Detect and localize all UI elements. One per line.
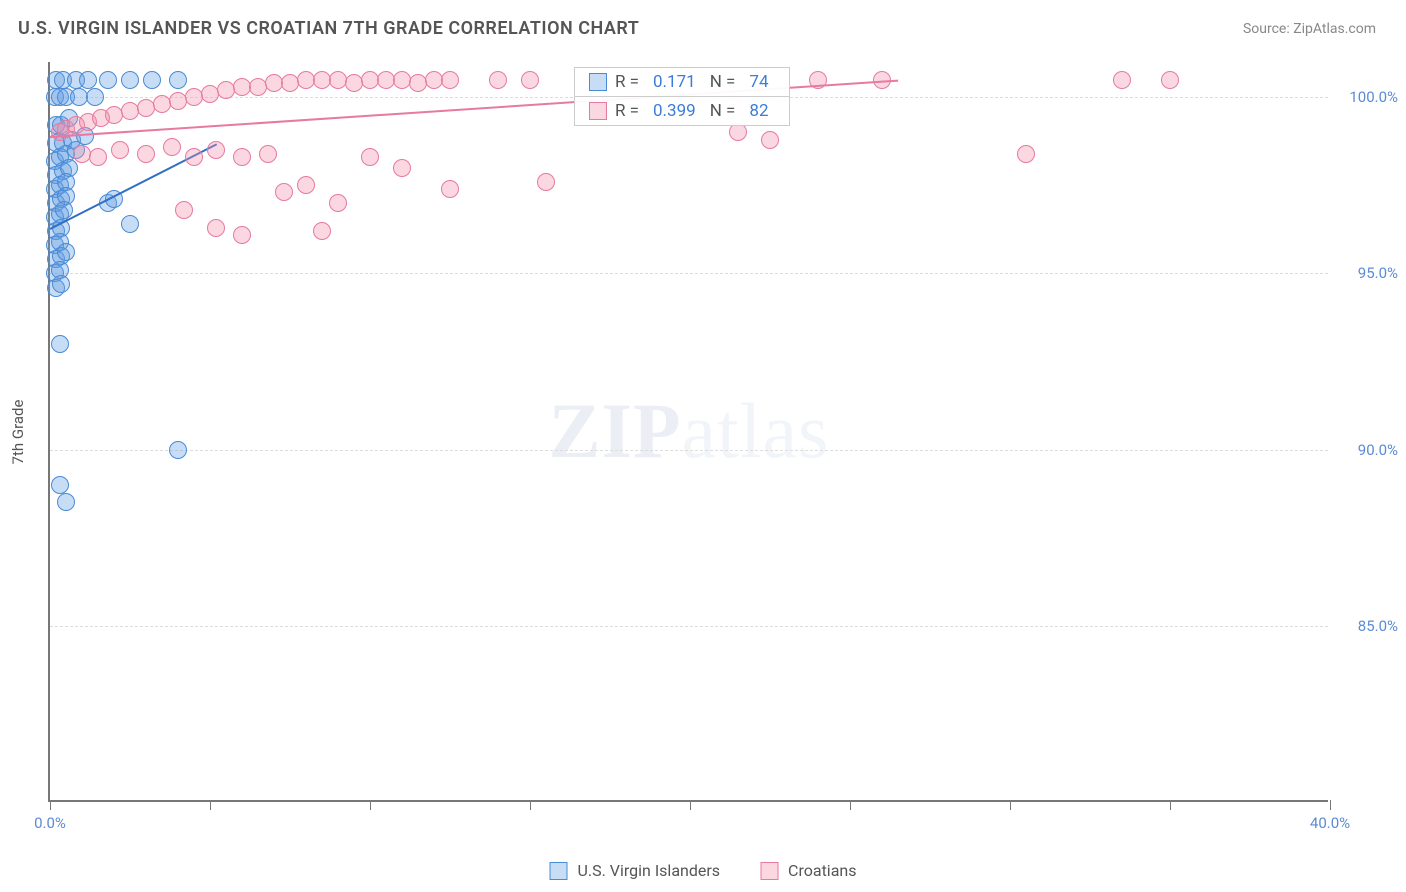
scatter-point	[521, 71, 539, 89]
legend-swatch	[589, 102, 607, 120]
stat-r-label: R =	[615, 72, 639, 92]
scatter-point	[361, 148, 379, 166]
chart-area: 7th Grade ZIPatlas 100.0%95.0%90.0%85.0%…	[48, 62, 1328, 802]
stat-n-value: 74	[749, 72, 768, 92]
stats-row: R = 0.171 N = 74	[575, 68, 789, 96]
scatter-point	[163, 138, 181, 156]
scatter-point	[52, 275, 70, 293]
scatter-point	[79, 71, 97, 89]
xtick-label: 40.0%	[1310, 814, 1350, 832]
watermark: ZIPatlas	[549, 386, 830, 476]
xtick	[530, 800, 531, 810]
scatter-point	[207, 219, 225, 237]
scatter-point	[137, 145, 155, 163]
scatter-point	[233, 226, 251, 244]
xtick	[1170, 800, 1171, 810]
scatter-point	[86, 88, 104, 106]
xtick	[370, 800, 371, 810]
scatter-point	[275, 183, 293, 201]
scatter-point	[393, 159, 411, 177]
scatter-point	[441, 71, 459, 89]
xtick	[1010, 800, 1011, 810]
legend-item: Croatians	[760, 861, 856, 880]
scatter-point	[175, 201, 193, 219]
gridline	[50, 273, 1328, 274]
scatter-point	[393, 71, 411, 89]
scatter-point	[143, 71, 161, 89]
gridline	[50, 626, 1328, 627]
stats-box: R = 0.171 N = 74 R = 0.399 N = 82	[574, 67, 790, 126]
legend-label: Croatians	[788, 861, 856, 880]
scatter-point	[761, 131, 779, 149]
scatter-point	[99, 71, 117, 89]
chart-header: U.S. VIRGIN ISLANDER VS CROATIAN 7TH GRA…	[0, 0, 1406, 49]
legend-label: U.S. Virgin Islanders	[578, 861, 721, 880]
ytick-label: 85.0%	[1338, 617, 1398, 635]
scatter-point	[537, 173, 555, 191]
scatter-point	[441, 180, 459, 198]
ytick-label: 95.0%	[1338, 264, 1398, 282]
scatter-point	[51, 476, 69, 494]
xtick	[850, 800, 851, 810]
ytick-label: 100.0%	[1338, 88, 1398, 106]
bottom-legend: U.S. Virgin Islanders Croatians	[550, 861, 857, 880]
scatter-point	[1161, 71, 1179, 89]
xtick	[210, 800, 211, 810]
stat-n-value: 82	[749, 101, 768, 121]
scatter-point	[489, 71, 507, 89]
gridline	[50, 450, 1328, 451]
scatter-point	[121, 215, 139, 233]
watermark-zip: ZIP	[549, 387, 682, 474]
scatter-point	[233, 148, 251, 166]
scatter-point	[207, 141, 225, 159]
watermark-atlas: atlas	[682, 387, 830, 474]
stat-n-label: N =	[710, 72, 736, 92]
scatter-point	[329, 71, 347, 89]
scatter-point	[89, 148, 107, 166]
scatter-point	[169, 71, 187, 89]
legend-item: U.S. Virgin Islanders	[550, 861, 721, 880]
stat-r-label: R =	[615, 101, 639, 121]
ytick-label: 90.0%	[1338, 441, 1398, 459]
scatter-point	[73, 145, 91, 163]
legend-swatch	[589, 73, 607, 91]
chart-title: U.S. VIRGIN ISLANDER VS CROATIAN 7TH GRA…	[18, 18, 639, 39]
legend-swatch	[550, 862, 568, 880]
scatter-point	[1017, 145, 1035, 163]
scatter-point	[51, 335, 69, 353]
y-axis-label: 7th Grade	[9, 400, 27, 465]
chart-source: Source: ZipAtlas.com	[1243, 21, 1376, 37]
stat-n-label: N =	[710, 101, 736, 121]
scatter-point	[259, 145, 277, 163]
scatter-point	[169, 441, 187, 459]
scatter-point	[1113, 71, 1131, 89]
xtick	[690, 800, 691, 810]
legend-swatch	[760, 862, 778, 880]
scatter-point	[729, 123, 747, 141]
plot-region: ZIPatlas 100.0%95.0%90.0%85.0%0.0%40.0%R…	[48, 62, 1328, 802]
scatter-point	[329, 194, 347, 212]
scatter-point	[111, 141, 129, 159]
xtick	[1330, 800, 1331, 810]
scatter-point	[57, 243, 75, 261]
stats-row: R = 0.399 N = 82	[575, 96, 789, 125]
xtick-label: 0.0%	[34, 814, 66, 832]
xtick	[50, 800, 51, 810]
scatter-point	[297, 176, 315, 194]
scatter-point	[57, 493, 75, 511]
scatter-point	[121, 71, 139, 89]
stat-r-value: 0.171	[653, 72, 696, 92]
stat-r-value: 0.399	[653, 101, 696, 121]
scatter-point	[185, 148, 203, 166]
scatter-point	[313, 222, 331, 240]
